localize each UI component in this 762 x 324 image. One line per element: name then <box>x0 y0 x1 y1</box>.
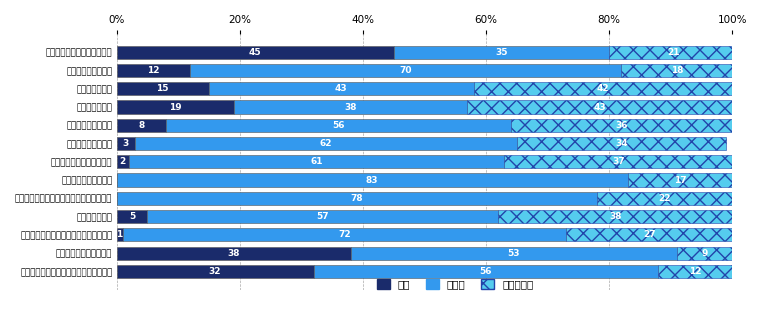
Text: 32: 32 <box>209 267 221 276</box>
Text: 2: 2 <box>120 157 126 166</box>
Text: 42: 42 <box>597 84 610 93</box>
Text: 53: 53 <box>507 249 520 258</box>
Bar <box>117 100 233 114</box>
Text: 35: 35 <box>495 48 507 57</box>
Legend: はい, いいえ, わからない: はい, いいえ, わからない <box>377 279 533 289</box>
Bar <box>117 265 314 278</box>
Text: 38: 38 <box>344 102 357 111</box>
Bar <box>123 228 566 241</box>
Bar <box>468 100 732 114</box>
Bar <box>511 119 732 132</box>
Bar <box>117 46 394 59</box>
Text: 36: 36 <box>615 121 628 130</box>
Text: 1: 1 <box>117 230 123 239</box>
Text: 19: 19 <box>168 102 181 111</box>
Bar <box>233 100 468 114</box>
Text: 21: 21 <box>668 48 680 57</box>
Bar <box>117 192 597 205</box>
Text: 37: 37 <box>612 157 625 166</box>
Text: 56: 56 <box>332 121 344 130</box>
Bar <box>166 119 511 132</box>
Bar <box>190 64 622 77</box>
Text: 3: 3 <box>123 139 129 148</box>
Text: 18: 18 <box>671 66 683 75</box>
Bar <box>394 46 609 59</box>
Bar <box>597 192 732 205</box>
Text: 12: 12 <box>689 267 702 276</box>
Bar <box>677 247 732 260</box>
Bar <box>622 64 732 77</box>
Text: 34: 34 <box>615 139 628 148</box>
Bar <box>474 82 732 95</box>
Text: 70: 70 <box>400 66 412 75</box>
Text: 17: 17 <box>674 176 687 185</box>
Text: 72: 72 <box>338 230 351 239</box>
Text: 9: 9 <box>701 249 708 258</box>
Bar <box>209 82 474 95</box>
Bar <box>117 173 628 187</box>
Text: 62: 62 <box>319 139 332 148</box>
Bar <box>628 173 732 187</box>
Bar <box>117 64 190 77</box>
Bar <box>517 137 726 150</box>
Text: 56: 56 <box>480 267 492 276</box>
Text: 61: 61 <box>310 157 323 166</box>
Text: 45: 45 <box>248 48 261 57</box>
Text: 38: 38 <box>609 212 622 221</box>
Bar <box>129 155 504 168</box>
Text: 57: 57 <box>316 212 329 221</box>
Bar <box>498 210 732 223</box>
Bar <box>609 46 738 59</box>
Text: 12: 12 <box>147 66 160 75</box>
Text: 27: 27 <box>643 230 655 239</box>
Bar <box>351 247 677 260</box>
Text: 83: 83 <box>366 176 378 185</box>
Bar <box>147 210 498 223</box>
Bar <box>504 155 732 168</box>
Text: 5: 5 <box>129 212 135 221</box>
Text: 43: 43 <box>335 84 347 93</box>
Bar <box>117 82 209 95</box>
Bar <box>658 265 732 278</box>
Text: 78: 78 <box>351 194 363 203</box>
Text: 15: 15 <box>156 84 169 93</box>
Bar <box>135 137 517 150</box>
Bar <box>566 228 732 241</box>
Text: 8: 8 <box>138 121 144 130</box>
Text: 38: 38 <box>227 249 240 258</box>
Bar <box>117 155 129 168</box>
Bar <box>117 210 147 223</box>
Bar <box>117 137 135 150</box>
Bar <box>314 265 658 278</box>
Bar <box>117 247 351 260</box>
Bar <box>117 228 123 241</box>
Text: 22: 22 <box>658 194 671 203</box>
Bar <box>117 119 166 132</box>
Text: 43: 43 <box>594 102 607 111</box>
